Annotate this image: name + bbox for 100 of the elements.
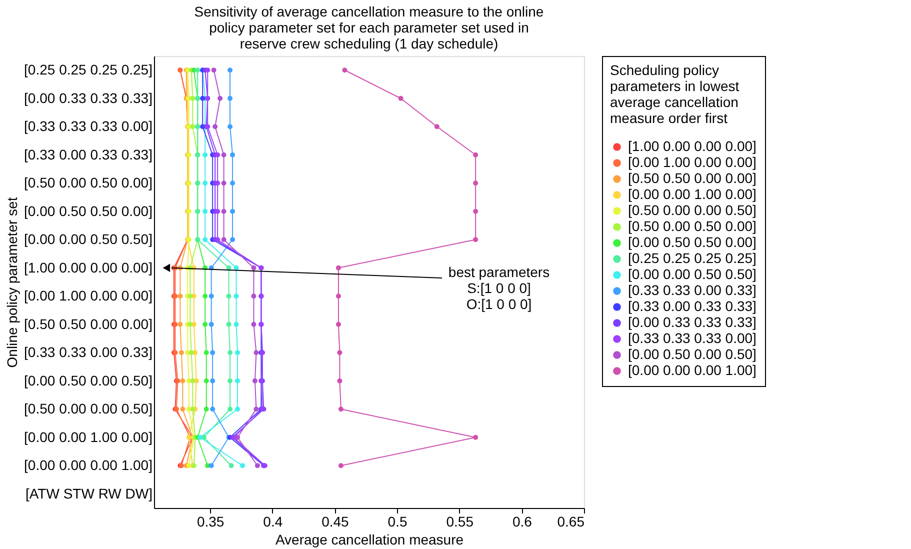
point [180, 406, 186, 412]
y-tick-label: [0.50 0.00 0.50 0.00] [24, 174, 152, 191]
point [235, 434, 240, 440]
legend-label: [0.00 0.50 0.50 0.00] [628, 234, 756, 250]
point [204, 406, 209, 412]
x-tick-label: 0.5 [388, 514, 408, 530]
point [336, 322, 341, 327]
y-tick-label: [0.00 1.00 0.00 0.00] [24, 288, 152, 304]
y-tick-label: [0.25 0.25 0.25 0.25] [24, 62, 152, 78]
point [210, 378, 216, 384]
point [228, 96, 233, 101]
point [235, 378, 240, 384]
y-tick-label: [0.00 0.00 0.50 0.50] [24, 231, 152, 248]
point [202, 208, 208, 214]
point [230, 237, 236, 242]
point [336, 294, 341, 299]
point [473, 434, 478, 440]
point [251, 265, 256, 270]
legend-label: [0.50 0.50 0.00 0.00] [628, 170, 756, 186]
legend-label: [0.50 0.00 0.00 0.50] [628, 202, 756, 218]
point [202, 180, 208, 186]
point [204, 350, 209, 356]
x-tick-label: 0.6 [512, 514, 532, 530]
y-tick-label: [0.33 0.00 0.33 0.33] [24, 146, 152, 162]
point [434, 124, 440, 130]
point [473, 152, 478, 158]
point [336, 265, 341, 270]
point [215, 237, 220, 242]
y-axis-title: Online policy parameter set [4, 197, 20, 368]
point [230, 180, 236, 186]
y-tick-label: [0.00 0.50 0.50 0.00] [24, 202, 152, 219]
legend-label: [0.25 0.25 0.25 0.25] [628, 250, 756, 266]
point [210, 350, 216, 356]
point [190, 378, 196, 384]
y-tick-label: [0.50 0.00 0.00 0.50] [24, 400, 152, 417]
legend-title: Scheduling policy parameters in lowest average cancellation measure order first [610, 62, 740, 126]
point [178, 294, 183, 299]
point [337, 378, 342, 384]
point [204, 378, 209, 384]
x-tick-label: 0.4 [263, 514, 283, 530]
x-tick-label: 0.65 [557, 514, 585, 530]
point [230, 152, 236, 158]
point [337, 350, 342, 356]
point [473, 237, 478, 242]
x-tick-label: 0.35 [196, 514, 224, 530]
x-axis-title: Average cancellation measure [275, 532, 464, 548]
y-tick-label: [0.33 0.33 0.00 0.33] [24, 344, 152, 360]
point [228, 378, 233, 384]
point [228, 350, 233, 356]
legend-label: [0.00 0.00 1.00 0.00] [628, 186, 756, 202]
point [215, 180, 220, 186]
point [195, 68, 200, 73]
point [221, 180, 226, 186]
point [190, 96, 196, 101]
y-tick-label: [0.00 0.33 0.33 0.33] [24, 90, 152, 106]
point [240, 463, 245, 468]
point [338, 463, 344, 468]
point [210, 406, 216, 412]
point [208, 322, 214, 327]
legend-label: [1.00 0.00 0.00 0.00] [628, 138, 756, 154]
legend-label: [0.00 0.50 0.00 0.50] [628, 346, 756, 362]
point [235, 406, 240, 412]
y-tick-label: [0.50 0.50 0.00 0.00] [24, 316, 152, 332]
legend-label: [0.33 0.33 0.33 0.00] [628, 330, 756, 346]
point [208, 463, 214, 468]
y-tick-label: [1.00 0.00 0.00 0.00] [24, 259, 152, 276]
y-tick-label: [0.00 0.00 1.00 0.00] [24, 428, 152, 445]
point [186, 463, 192, 468]
point [202, 322, 208, 327]
point [228, 406, 233, 412]
legend-label: [0.00 0.00 0.50 0.50] [628, 266, 756, 282]
point [215, 152, 220, 158]
point [202, 294, 208, 299]
point [178, 350, 184, 356]
point [228, 463, 234, 468]
point [202, 152, 208, 158]
point [205, 68, 210, 73]
y-tick-label: [0.00 0.00 0.00 1.00] [24, 457, 152, 474]
point [212, 124, 218, 130]
point [188, 322, 193, 327]
point [342, 68, 348, 73]
point [200, 96, 206, 101]
point [251, 322, 256, 327]
point [473, 180, 478, 186]
point [188, 350, 194, 356]
x-tick-label: 0.45 [322, 514, 350, 530]
point [234, 265, 239, 270]
point [215, 208, 220, 214]
point [234, 294, 239, 299]
point [221, 237, 226, 242]
point [188, 294, 193, 299]
point [228, 68, 233, 73]
point [208, 294, 214, 299]
point [235, 350, 240, 356]
point [234, 322, 239, 327]
legend-label: [0.00 1.00 0.00 0.00] [628, 154, 756, 170]
point [398, 96, 404, 101]
point [251, 294, 256, 299]
y-tick-label: [ATW STW RW DW] [25, 485, 152, 502]
legend-label: [0.00 0.33 0.33 0.33] [628, 314, 756, 330]
